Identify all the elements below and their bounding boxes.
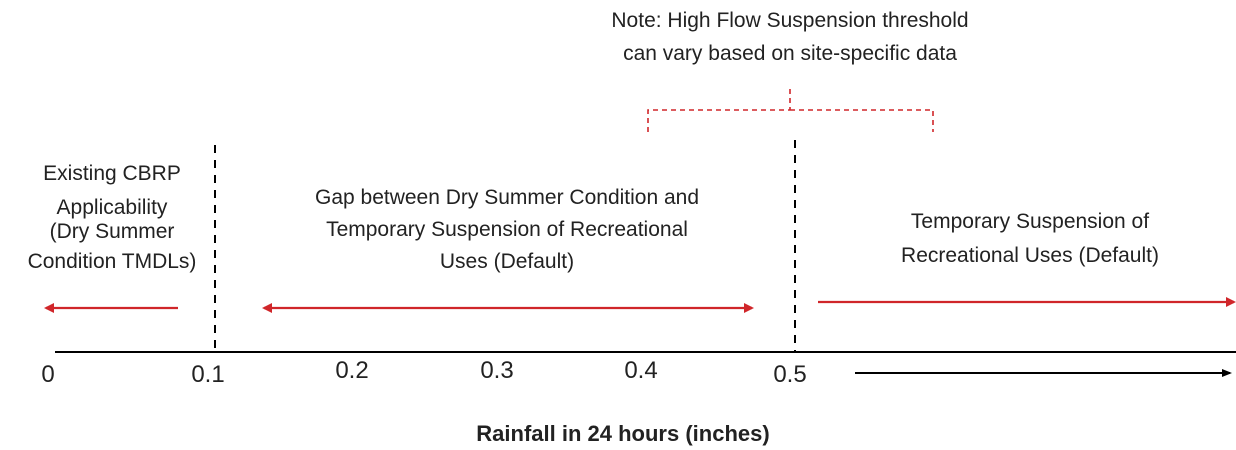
region-label: Uses (Default) [440, 250, 574, 273]
tick-label: 0.2 [335, 357, 368, 384]
region-label: Temporary Suspension of [911, 210, 1149, 233]
axis-title: Rainfall in 24 hours (inches) [476, 421, 769, 446]
region-label: Existing CBRP [43, 162, 181, 185]
region-label: Gap between Dry Summer Condition and [315, 186, 699, 209]
tick-label: 0 [41, 361, 54, 388]
note-line: Note: High Flow Suspension threshold [611, 9, 968, 32]
region-label: Temporary Suspension of Recreational [326, 218, 688, 241]
region-label: Applicability [57, 196, 168, 219]
region-label: (Dry Summer [50, 220, 175, 243]
tick-label: 0.5 [773, 361, 806, 388]
note-line: can vary based on site-specific data [623, 42, 957, 65]
tick-label: 0.3 [480, 357, 513, 384]
region-label: Condition TMDLs) [28, 250, 197, 273]
region-label: Recreational Uses (Default) [901, 244, 1159, 267]
tick-label: 0.1 [191, 361, 224, 388]
brace [647, 86, 934, 132]
tick-label: 0.4 [624, 357, 657, 384]
